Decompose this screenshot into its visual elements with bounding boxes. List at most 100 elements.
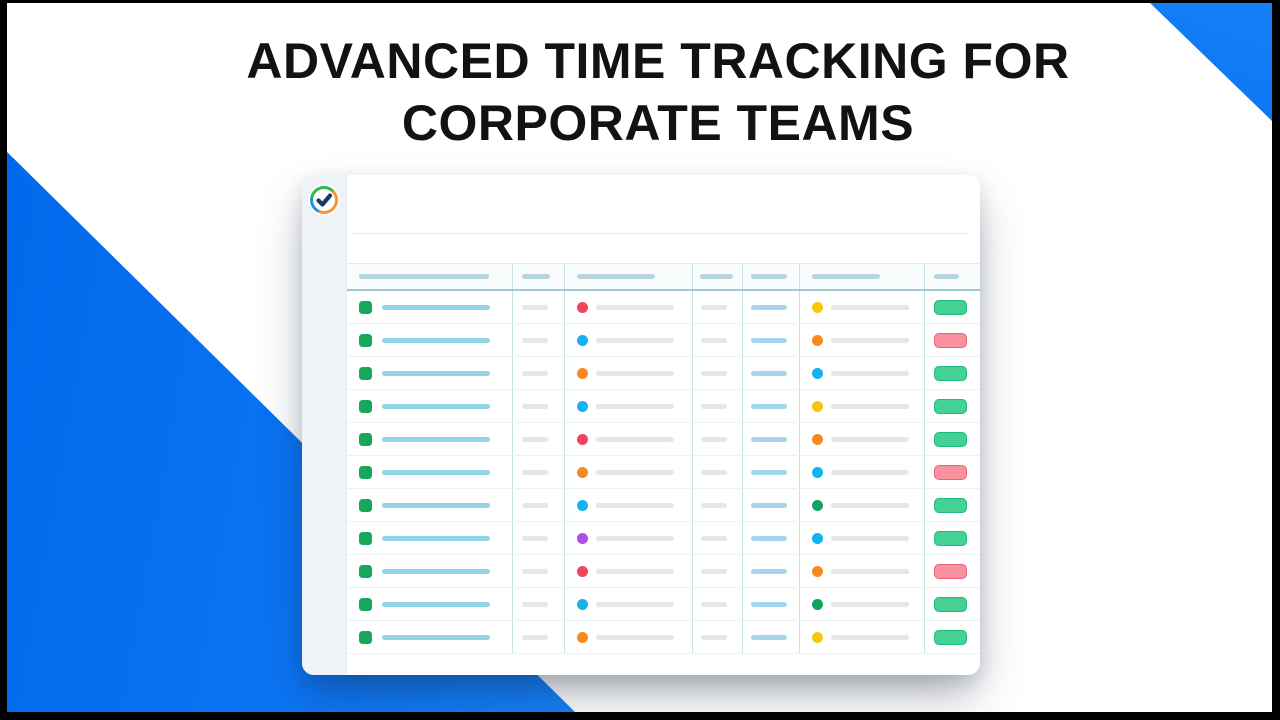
- status-dot: [812, 631, 823, 643]
- duration-skeleton: [522, 403, 548, 409]
- duration-skeleton: [522, 337, 548, 343]
- tag-skeleton: [701, 436, 727, 442]
- duration-skeleton: [522, 601, 548, 607]
- project-name-skeleton: [382, 304, 490, 310]
- header-cell-duration: [513, 264, 565, 289]
- action-button[interactable]: [934, 431, 967, 447]
- app-main: [347, 175, 980, 675]
- duration-skeleton: [522, 502, 548, 508]
- status-dot: [812, 466, 823, 478]
- table-body: [347, 291, 980, 654]
- project-name-skeleton: [382, 535, 490, 541]
- duration-skeleton: [522, 304, 548, 310]
- tmetric-logo-icon[interactable]: [308, 184, 340, 216]
- time-skeleton: [751, 403, 787, 409]
- time-skeleton: [751, 370, 787, 376]
- project-name-skeleton: [382, 568, 490, 574]
- letterbox-left: [0, 0, 7, 720]
- tag-skeleton: [701, 601, 727, 607]
- tag-skeleton: [701, 337, 727, 343]
- project-color-square: [359, 465, 372, 479]
- status-dot: [812, 400, 823, 412]
- table-row[interactable]: [347, 555, 980, 588]
- time-entries-table: [347, 263, 980, 654]
- project-color-square: [359, 432, 372, 446]
- action-button[interactable]: [934, 332, 967, 348]
- duration-skeleton: [522, 370, 548, 376]
- header-skeleton: [700, 274, 733, 279]
- header-skeleton: [577, 274, 655, 279]
- hero-title: ADVANCED TIME TRACKING FOR CORPORATE TEA…: [18, 30, 1280, 154]
- project-color-square: [359, 597, 372, 611]
- duration-skeleton: [522, 436, 548, 442]
- action-button[interactable]: [934, 398, 967, 414]
- status-dot: [577, 433, 588, 445]
- status-text-skeleton: [831, 337, 909, 343]
- project-name-skeleton: [382, 370, 490, 376]
- tag-skeleton: [701, 634, 727, 640]
- header-skeleton: [934, 274, 959, 279]
- tag-skeleton: [701, 403, 727, 409]
- header-cell-project: [347, 264, 513, 289]
- hero-title-line1: ADVANCED TIME TRACKING FOR: [246, 33, 1070, 89]
- action-button[interactable]: [934, 629, 967, 645]
- check-ring-icon: [310, 186, 338, 214]
- status-text-skeleton: [831, 535, 909, 541]
- status-dot: [812, 565, 823, 577]
- status-dot: [812, 598, 823, 610]
- table-row[interactable]: [347, 588, 980, 621]
- status-text-skeleton: [831, 601, 909, 607]
- status-text-skeleton: [831, 634, 909, 640]
- status-dot: [577, 301, 588, 313]
- app-card: [302, 175, 980, 675]
- project-name-skeleton: [382, 502, 490, 508]
- tag-skeleton: [701, 535, 727, 541]
- table-row[interactable]: [347, 456, 980, 489]
- table-row[interactable]: [347, 291, 980, 324]
- table-row[interactable]: [347, 423, 980, 456]
- status-text-skeleton: [596, 502, 674, 508]
- project-name-skeleton: [382, 601, 490, 607]
- toolbar-divider: [353, 233, 968, 234]
- tag-skeleton: [701, 469, 727, 475]
- time-skeleton: [751, 634, 787, 640]
- table-row[interactable]: [347, 357, 980, 390]
- table-row[interactable]: [347, 390, 980, 423]
- table-row[interactable]: [347, 489, 980, 522]
- action-button[interactable]: [934, 563, 967, 579]
- project-color-square: [359, 366, 372, 380]
- table-row[interactable]: [347, 621, 980, 654]
- duration-skeleton: [522, 634, 548, 640]
- project-color-square: [359, 498, 372, 512]
- action-button[interactable]: [934, 530, 967, 546]
- app-sidebar: [302, 175, 347, 675]
- header-cell-status2: [800, 264, 925, 289]
- table-row[interactable]: [347, 522, 980, 555]
- status-dot: [812, 532, 823, 544]
- time-skeleton: [751, 535, 787, 541]
- project-color-square: [359, 630, 372, 644]
- action-button[interactable]: [934, 497, 967, 513]
- status-dot: [577, 466, 588, 478]
- project-name-skeleton: [382, 403, 490, 409]
- status-text-skeleton: [831, 370, 909, 376]
- status-text-skeleton: [831, 436, 909, 442]
- action-button[interactable]: [934, 464, 967, 480]
- letterbox-bottom: [0, 712, 1280, 720]
- table-row[interactable]: [347, 324, 980, 357]
- action-button[interactable]: [934, 596, 967, 612]
- header-skeleton: [751, 274, 787, 279]
- duration-skeleton: [522, 469, 548, 475]
- header-skeleton: [812, 274, 880, 279]
- action-button[interactable]: [934, 365, 967, 381]
- status-text-skeleton: [831, 304, 909, 310]
- header-cell-action: [925, 264, 980, 289]
- header-cell-time: [743, 264, 800, 289]
- project-name-skeleton: [382, 436, 490, 442]
- time-skeleton: [751, 304, 787, 310]
- tag-skeleton: [701, 304, 727, 310]
- action-button[interactable]: [934, 299, 967, 315]
- time-skeleton: [751, 601, 787, 607]
- app-toolbar: [347, 175, 980, 233]
